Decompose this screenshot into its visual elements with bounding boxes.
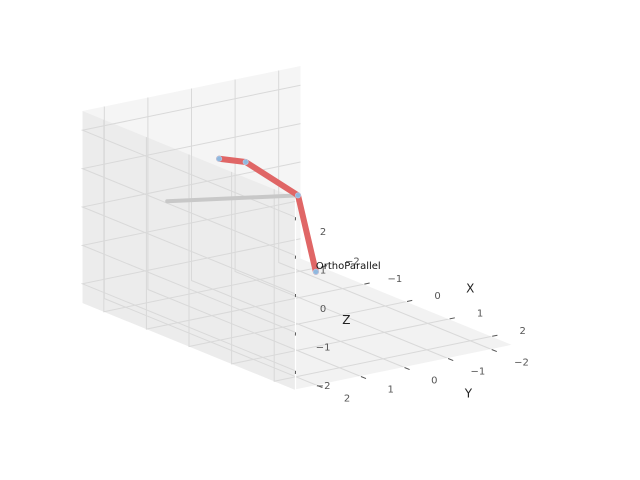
- x-tick-mark: [321, 265, 328, 268]
- z-tick-label: 2: [320, 227, 326, 238]
- x-grid-line: [145, 137, 365, 330]
- x-axis-label: X: [466, 281, 474, 295]
- joint-marker: [294, 192, 301, 199]
- x-grid-line: [231, 171, 450, 365]
- axis-panes: [82, 66, 514, 390]
- z-grid-line: [80, 238, 301, 372]
- axis-labels: X Y Z: [342, 281, 474, 400]
- y-axis-label: Y: [464, 387, 473, 401]
- x-tick-mark: [449, 317, 455, 320]
- z-grid-line: [80, 199, 301, 333]
- tick-labels: −2 −1 0 1 2 −2 −1 0 1 2 −2 −1 0 1 2: [294, 217, 529, 405]
- x-tick-mark: [492, 334, 498, 337]
- x-tick-mark: [364, 282, 370, 285]
- joint-marker: [312, 268, 319, 275]
- joint-marker: [242, 158, 249, 165]
- z-grid-line: [80, 84, 301, 218]
- z-grid-line: [80, 123, 301, 257]
- x-tick-label: 0: [434, 291, 440, 302]
- grid-lines: [80, 70, 493, 386]
- x-tick-label: −2: [345, 256, 360, 267]
- y-tick-mark: [447, 358, 454, 362]
- y-tick-label: −2: [514, 358, 529, 369]
- plot-series: OrthoParallel: [165, 155, 381, 275]
- x-grid-line: [188, 154, 408, 348]
- y-tick-label: 1: [388, 385, 394, 396]
- joint-marker: [216, 155, 223, 162]
- y-tick-mark: [491, 349, 498, 353]
- y-tick-mark: [317, 385, 323, 389]
- y-grid-line: [278, 70, 492, 350]
- y-tick-label: 2: [344, 394, 350, 405]
- annotation-text: OrthoParallel: [316, 261, 381, 272]
- y-tick-mark: [404, 367, 410, 371]
- y-tick-label: 0: [431, 376, 437, 387]
- y-grid-line: [234, 79, 449, 359]
- y-grid-line: [103, 106, 318, 386]
- robot-link-line: [216, 155, 319, 275]
- z-tick-label: −1: [316, 342, 331, 353]
- x-tick-label: −1: [388, 274, 403, 285]
- reference-segment: [165, 193, 300, 204]
- z-grid-line: [80, 161, 301, 295]
- y-grid-line: [191, 88, 405, 368]
- x-tick-mark: [406, 299, 413, 302]
- z-axis-label: Z: [342, 313, 350, 327]
- z-tick-label: 0: [320, 304, 326, 315]
- x-grid-line: [273, 189, 493, 382]
- y-tick-mark: [360, 376, 367, 380]
- x-tick-label: 2: [520, 326, 526, 337]
- x-tick-label: 1: [477, 309, 483, 320]
- y-grid-line: [147, 97, 362, 377]
- z-tick-label: −2: [316, 381, 331, 392]
- z-tick-label: 1: [320, 266, 326, 277]
- y-tick-label: −1: [471, 367, 486, 378]
